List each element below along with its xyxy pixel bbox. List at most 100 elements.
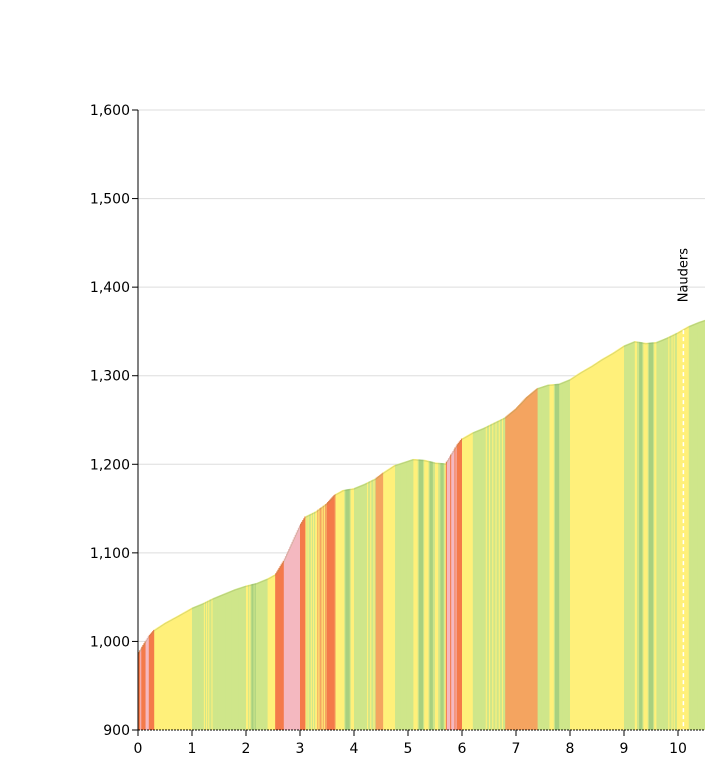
axes: 900 1,000 1,100 1,200 1,300 1,400 1,500 1,600 0 1… [90,103,705,757]
gradient-bar [316,510,318,730]
gradient-bar [702,320,705,730]
gradient-bar [204,601,207,730]
gradient-bar [188,609,191,730]
gradient-bar [339,491,342,730]
x-tick-label: 2 [242,741,251,757]
gradient-bar [230,590,233,730]
gradient-bar [379,474,382,730]
gradient-bar [282,560,285,730]
gradient-bar [337,492,340,730]
gradient-bar [437,462,439,730]
gradient-bar [692,324,694,730]
y-tick-label: 1,200 [90,457,130,473]
gradient-bar [405,461,408,730]
gradient-bar [484,426,487,730]
gradient-bar [573,376,575,730]
gradient-bar [625,344,627,730]
gradient-bar [165,622,167,730]
gradient-bar [334,494,337,730]
gradient-bar [152,631,154,730]
gradient-bar [393,464,396,730]
gradient-bar [443,463,446,730]
gradient-bar [300,523,302,730]
gradient-bar [503,417,505,730]
gradient-bar [666,337,668,730]
gradient-bar [605,356,608,730]
gradient-bar [357,486,359,730]
gradient-bar [403,461,406,730]
gradient-bar [183,612,185,730]
gradient-bar [585,369,587,730]
gradient-bar [384,471,386,730]
gradient-bar [432,461,435,730]
gradient-bar [663,338,666,730]
gradient-bar [256,582,259,730]
gradient-bar [473,431,476,730]
gradient-bar [504,417,506,730]
gradient-bar [667,337,669,730]
gradient-bar [460,438,463,730]
gradient-bar [317,509,319,730]
gradient-bar [643,342,645,730]
gradient-bar [450,454,452,730]
gradient-bar [641,342,643,730]
gradient-bar [519,403,521,730]
gradient-bar [533,390,535,730]
gradient-bar [418,459,421,730]
gradient-bar [429,461,432,730]
gradient-bar [558,383,560,730]
gradient-bar [182,612,184,730]
gradient-bar [291,541,293,730]
gradient-bar [385,470,387,730]
gradient-bar [541,386,544,730]
gradient-bar [540,386,543,730]
gradient-bar [531,392,533,730]
gradient-bar [163,622,166,730]
gradient-bar [451,452,453,730]
gradient-bar [312,512,315,730]
gradient-bar [284,556,287,730]
gradient-bar [630,342,632,730]
gradient-bar [143,643,145,730]
gradient-bar [645,342,648,730]
gradient-bar [252,583,254,730]
gradient-bar [354,487,356,730]
gradient-bar [200,603,203,730]
gradient-bar [661,339,664,730]
gradient-bar [298,525,301,730]
gradient-bar [177,615,180,730]
gradient-bar [644,342,646,730]
gradient-bar [229,590,232,730]
gradient-bar [633,341,636,730]
gradient-bar [263,579,265,730]
gradient-bar [581,370,584,730]
gradient-bar [184,611,186,730]
gradient-bar [246,585,248,730]
gradient-bar [293,537,295,730]
gradient-bar [139,650,141,730]
gradient-bar [235,588,237,730]
gradient-bar [629,342,631,730]
gradient-bar [251,584,253,730]
gradient-bar [555,383,558,730]
gradient-bar [510,412,513,730]
gradient-bar [536,388,538,730]
gradient-bar [181,613,183,730]
gradient-bar [426,460,428,730]
gradient-bar [319,508,321,730]
y-tick-label: 900 [103,723,130,739]
gradient-bar [347,489,349,730]
gradient-bar [265,578,267,730]
gradient-bar [372,479,374,730]
gradient-bar [442,463,445,730]
y-tick-label: 1,300 [90,369,130,385]
annotations: Nauders [676,248,691,730]
gradient-bar [574,375,576,730]
gradient-bar [563,381,565,730]
gradient-bar [670,335,672,730]
gradient-bar [662,338,665,730]
gradient-bar [587,367,589,730]
gradient-bar [599,360,601,730]
gradient-bar [244,585,247,730]
gradient-bar [697,322,699,730]
